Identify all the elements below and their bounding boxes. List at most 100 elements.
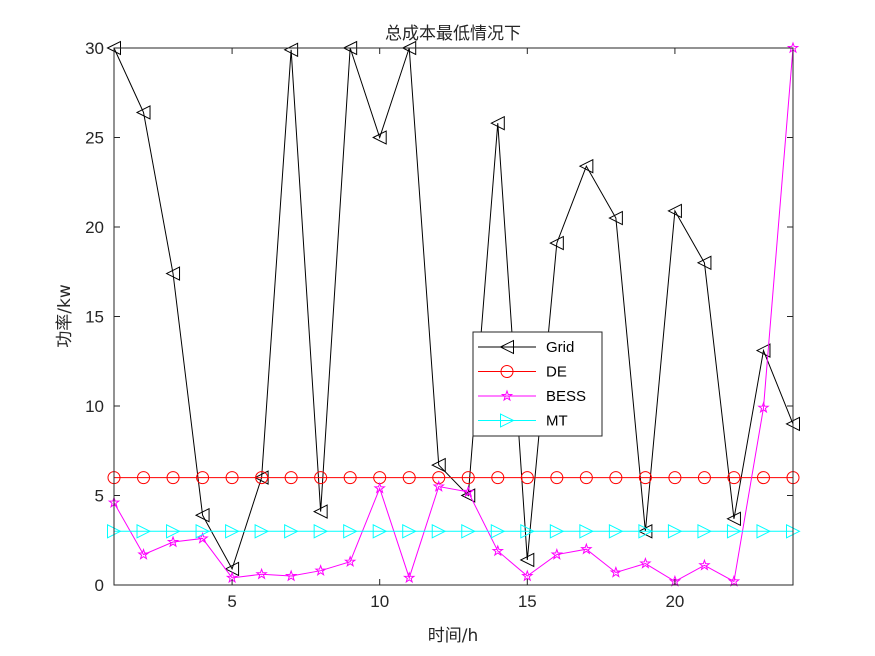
legend-swatch-marker (500, 413, 515, 428)
data-point-bess (137, 548, 150, 560)
data-point-mt (490, 523, 506, 539)
data-point-bess (403, 571, 416, 584)
data-point-de (727, 471, 741, 485)
data-point-mt (697, 523, 713, 539)
data-point-mt (166, 523, 181, 539)
legend-swatch-marker (500, 389, 514, 402)
data-point-bess (166, 535, 180, 548)
legend-item-mt: MT (478, 413, 568, 430)
series-mt (107, 523, 801, 539)
legend-label: MT (546, 413, 568, 430)
legend-item-grid: Grid (478, 339, 574, 356)
data-point-mt (520, 523, 535, 539)
data-point-de (137, 471, 151, 485)
data-point-grid (283, 42, 299, 58)
y-tick-label: 0 (95, 576, 104, 595)
legend-item-bess: BESS (478, 388, 586, 405)
data-point-bess (462, 485, 475, 498)
data-point-bess (727, 574, 741, 587)
data-point-grid (696, 255, 712, 271)
series-bess (107, 41, 800, 587)
data-point-bess (314, 564, 327, 576)
data-point-mt (225, 523, 240, 539)
data-point-bess (521, 569, 534, 582)
chart-title: 总成本最低情况下 (385, 24, 521, 44)
data-point-bess (698, 558, 711, 571)
data-point-de (255, 471, 269, 485)
data-point-mt (608, 523, 624, 539)
legend-swatch-marker (500, 365, 514, 378)
data-point-mt (372, 523, 388, 539)
data-point-grid (372, 130, 387, 145)
data-point-grid (608, 210, 623, 226)
data-point-grid (726, 511, 741, 527)
data-point-mt (195, 523, 211, 539)
legend-item-de: DE (478, 364, 567, 381)
data-point-de (402, 471, 416, 485)
x-axis-title: 时间/h (428, 626, 479, 646)
data-point-bess (432, 480, 445, 492)
data-point-de (196, 471, 210, 485)
data-point-de (284, 471, 298, 485)
data-point-de (756, 471, 770, 485)
x-tick-label: 10 (370, 592, 389, 611)
data-point-de (579, 471, 593, 485)
x-tick-label: 15 (518, 592, 537, 611)
data-point-grid (490, 115, 505, 131)
data-point-bess (639, 556, 652, 569)
data-point-de (520, 471, 534, 485)
data-point-mt (638, 523, 654, 539)
data-point-de (550, 471, 564, 485)
data-point-de (225, 471, 239, 485)
legend: Grid DE BESS MT (472, 331, 603, 437)
data-point-de (609, 471, 623, 485)
data-point-mt (136, 523, 152, 539)
data-point-grid (135, 105, 151, 120)
data-point-de (166, 471, 180, 485)
data-point-de (432, 471, 446, 485)
data-point-de (668, 471, 682, 485)
data-point-grid (667, 203, 682, 219)
legend-label: Grid (546, 339, 574, 356)
data-point-mt (313, 523, 329, 539)
data-point-bess (255, 567, 268, 580)
data-point-mt (402, 523, 417, 539)
data-point-grid (549, 235, 564, 251)
y-tick-label: 15 (85, 308, 104, 327)
y-tick-label: 10 (85, 397, 104, 416)
data-point-mt (461, 523, 476, 539)
data-point-mt (343, 523, 358, 539)
legend-label: BESS (546, 388, 586, 405)
data-point-grid (194, 507, 210, 523)
series-line-bess (113, 47, 794, 583)
data-point-mt (549, 523, 565, 539)
data-point-grid (755, 343, 771, 358)
data-point-mt (756, 523, 772, 539)
data-point-bess (609, 565, 623, 578)
data-point-grid (431, 457, 446, 473)
data-point-bess (373, 481, 386, 494)
data-point-bess (550, 548, 564, 560)
data-point-bess (343, 555, 357, 568)
y-tick-label: 20 (85, 218, 104, 237)
ticks-layer: 5 10 15 20 0 5 10 15 20 25 30 (85, 39, 793, 611)
legend-box (472, 331, 603, 437)
data-point-de (461, 471, 475, 485)
data-point-de (638, 471, 652, 485)
data-point-bess (757, 401, 770, 414)
legend-label: DE (546, 364, 567, 381)
data-point-mt (254, 523, 270, 539)
x-tick-label: 20 (665, 592, 684, 611)
data-point-grid (578, 158, 594, 174)
data-point-mt (579, 523, 594, 539)
data-point-bess (284, 569, 298, 582)
y-tick-label: 25 (85, 129, 104, 148)
data-point-mt (431, 523, 447, 539)
plot-area (114, 48, 793, 585)
data-point-mt (726, 523, 742, 539)
y-axis-title: 功率/kw (55, 284, 75, 348)
data-point-de (343, 471, 357, 485)
data-point-grid (313, 504, 328, 519)
legend-swatch-marker (499, 339, 514, 355)
